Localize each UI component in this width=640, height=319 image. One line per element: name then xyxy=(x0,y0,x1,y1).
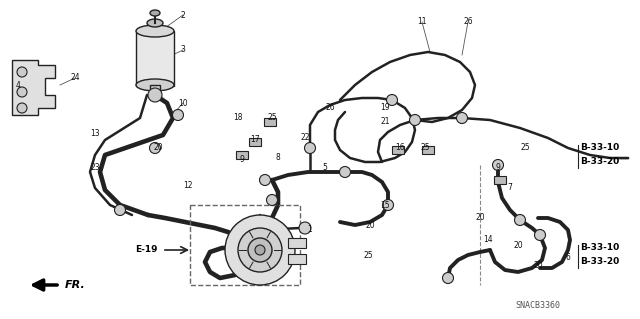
Bar xyxy=(494,176,506,184)
Text: 20: 20 xyxy=(365,220,375,229)
Text: 25: 25 xyxy=(520,144,530,152)
Circle shape xyxy=(387,94,397,106)
Circle shape xyxy=(17,103,27,113)
Circle shape xyxy=(17,87,27,97)
Text: 9: 9 xyxy=(495,164,500,173)
Text: 20: 20 xyxy=(513,241,523,249)
Circle shape xyxy=(299,222,311,234)
Circle shape xyxy=(248,238,272,262)
Circle shape xyxy=(383,199,394,211)
Text: 4: 4 xyxy=(15,80,20,90)
Circle shape xyxy=(266,195,278,205)
Text: 24: 24 xyxy=(70,73,80,83)
Circle shape xyxy=(442,272,454,284)
Circle shape xyxy=(225,215,295,285)
Text: 14: 14 xyxy=(483,235,493,244)
Ellipse shape xyxy=(147,19,163,27)
Bar xyxy=(288,238,306,248)
Circle shape xyxy=(148,88,162,102)
Circle shape xyxy=(115,204,125,216)
Bar xyxy=(422,146,434,154)
Text: FR.: FR. xyxy=(65,280,86,290)
Text: 2: 2 xyxy=(180,11,186,19)
Circle shape xyxy=(410,115,420,125)
Ellipse shape xyxy=(136,79,174,91)
Text: B-33-10: B-33-10 xyxy=(580,144,620,152)
Text: 26: 26 xyxy=(325,103,335,113)
Ellipse shape xyxy=(150,10,160,16)
Circle shape xyxy=(259,174,271,186)
Circle shape xyxy=(534,229,545,241)
Text: 9: 9 xyxy=(239,155,244,165)
Text: 12: 12 xyxy=(183,181,193,189)
Circle shape xyxy=(238,228,282,272)
Text: 20: 20 xyxy=(475,213,485,222)
Circle shape xyxy=(493,160,504,170)
Bar xyxy=(392,146,404,154)
Text: 8: 8 xyxy=(276,153,280,162)
Text: 25: 25 xyxy=(267,114,277,122)
Text: 20: 20 xyxy=(153,144,163,152)
Text: 3: 3 xyxy=(180,46,186,55)
Text: 13: 13 xyxy=(90,129,100,137)
Text: 26: 26 xyxy=(463,18,473,26)
Circle shape xyxy=(515,214,525,226)
Circle shape xyxy=(150,143,161,153)
Text: 23: 23 xyxy=(90,164,100,173)
Text: B-33-20: B-33-20 xyxy=(580,158,620,167)
Text: 7: 7 xyxy=(508,183,513,192)
Text: B-33-10: B-33-10 xyxy=(580,243,620,253)
Text: 18: 18 xyxy=(233,114,243,122)
Circle shape xyxy=(339,167,351,177)
Polygon shape xyxy=(12,60,55,115)
Text: 25: 25 xyxy=(420,144,430,152)
Text: 19: 19 xyxy=(380,103,390,113)
Circle shape xyxy=(173,109,184,121)
Text: 25: 25 xyxy=(363,250,373,259)
Circle shape xyxy=(255,245,265,255)
Circle shape xyxy=(305,143,316,153)
Text: 15: 15 xyxy=(380,201,390,210)
Bar xyxy=(236,151,248,159)
Text: E-19: E-19 xyxy=(136,246,158,255)
Text: 20: 20 xyxy=(533,261,543,270)
Text: SNACB3360: SNACB3360 xyxy=(515,300,560,309)
Text: 22: 22 xyxy=(300,133,310,143)
Text: 21: 21 xyxy=(380,117,390,127)
Text: B-33-20: B-33-20 xyxy=(580,257,620,266)
Text: 10: 10 xyxy=(178,99,188,108)
Bar xyxy=(264,118,276,126)
Bar xyxy=(136,31,174,86)
Bar xyxy=(150,85,160,93)
Text: 1: 1 xyxy=(308,226,312,234)
Circle shape xyxy=(456,113,467,123)
Bar xyxy=(190,205,300,285)
Bar xyxy=(288,254,306,264)
Ellipse shape xyxy=(136,25,174,37)
Text: 5: 5 xyxy=(323,164,328,173)
Bar xyxy=(249,138,261,146)
Text: 6: 6 xyxy=(566,254,570,263)
Text: 11: 11 xyxy=(417,18,427,26)
Circle shape xyxy=(17,67,27,77)
Text: 16: 16 xyxy=(395,144,405,152)
Text: 17: 17 xyxy=(250,136,260,145)
